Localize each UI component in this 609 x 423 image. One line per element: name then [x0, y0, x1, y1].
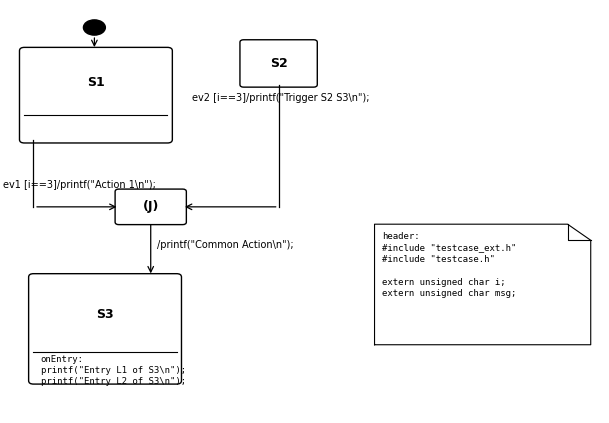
Text: header:
#include "testcase_ext.h"
#include "testcase.h"

extern unsigned char i;: header: #include "testcase_ext.h" #inclu…	[382, 232, 516, 298]
Text: /printf("Common Action\n");: /printf("Common Action\n");	[157, 240, 294, 250]
FancyBboxPatch shape	[19, 47, 172, 143]
FancyBboxPatch shape	[240, 40, 317, 87]
Text: S1: S1	[87, 76, 105, 89]
Text: S3: S3	[96, 308, 114, 321]
FancyBboxPatch shape	[115, 189, 186, 225]
Text: S2: S2	[270, 57, 287, 70]
FancyBboxPatch shape	[29, 274, 181, 384]
Text: ev1 [i==3]/printf("Action 1\n");: ev1 [i==3]/printf("Action 1\n");	[3, 180, 156, 190]
Text: onEntry:
printf("Entry L1 of S3\n");
printf("Entry L2 of S3\n");: onEntry: printf("Entry L1 of S3\n"); pri…	[41, 355, 186, 386]
Polygon shape	[375, 224, 591, 345]
Text: ev2 [i==3]/printf("Trigger S2 S3\n");: ev2 [i==3]/printf("Trigger S2 S3\n");	[192, 93, 369, 103]
Text: (J): (J)	[143, 201, 159, 213]
Circle shape	[83, 20, 105, 35]
